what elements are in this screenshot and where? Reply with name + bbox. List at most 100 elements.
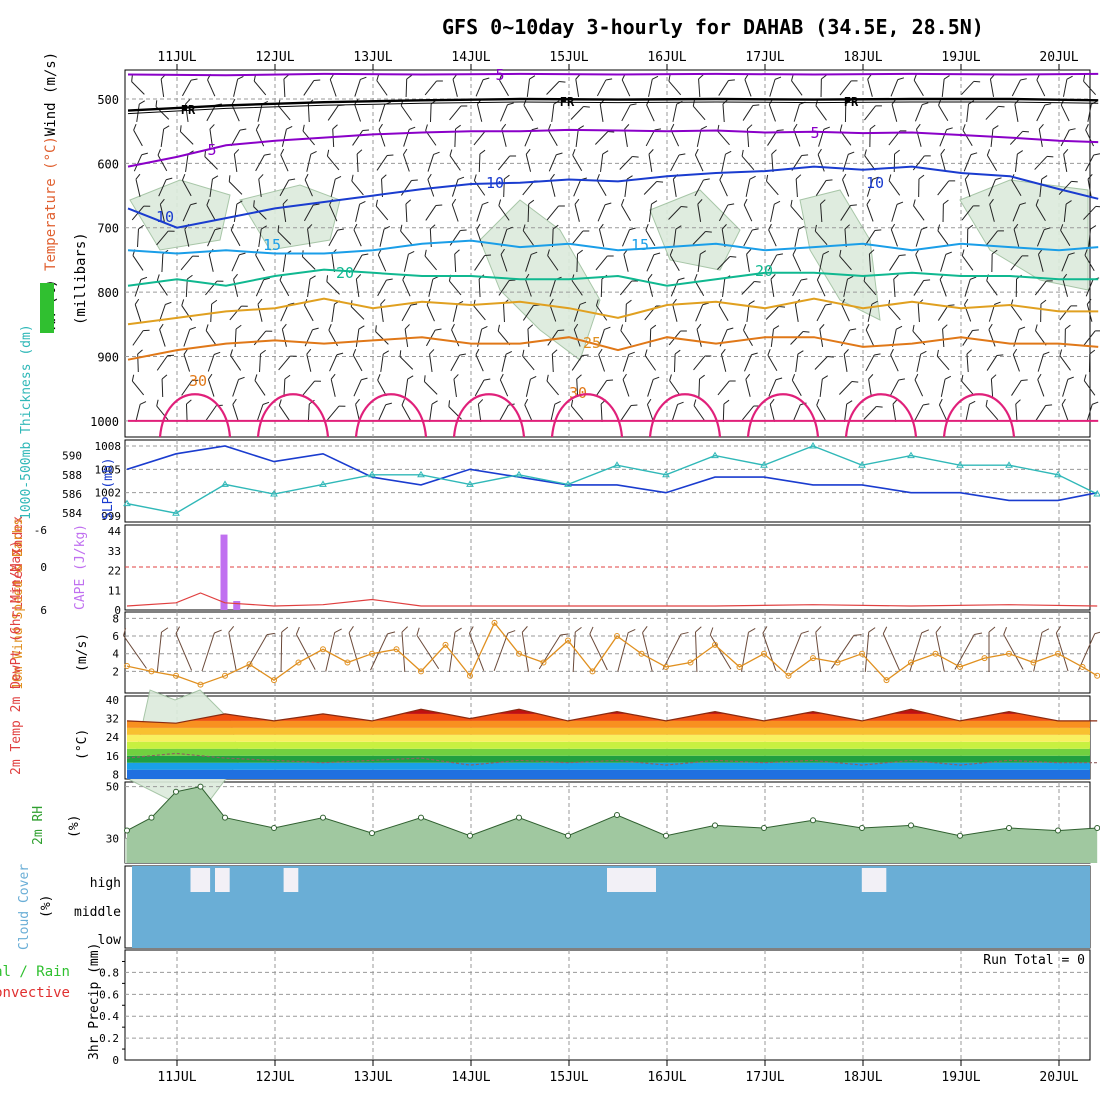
li-ylabel: Lifted Index — [11, 516, 26, 610]
wind-barb — [401, 303, 418, 322]
wind-barb-flag — [1021, 255, 1029, 257]
wind-barb — [259, 349, 266, 373]
wind-barb-flag — [771, 149, 777, 155]
wind-barb-flag — [1086, 298, 1092, 305]
wind-barb-flag — [582, 230, 590, 232]
wind-barb-flag — [893, 274, 899, 280]
wind-barb-flag — [435, 204, 443, 207]
wind-barb-shaft — [868, 379, 872, 397]
wind-barb-flag — [547, 124, 552, 131]
surface-wind-barb-flag — [574, 626, 582, 633]
wind-barb-shaft — [937, 180, 950, 196]
wind-barb — [475, 348, 484, 372]
wind-barb-flag — [475, 348, 480, 356]
wind-barb-shaft — [230, 129, 241, 147]
wind-barb-shaft — [378, 104, 386, 122]
wind-barb — [697, 199, 703, 222]
wind-barb-shaft — [258, 229, 262, 247]
wind-barb — [277, 225, 292, 245]
surface-wind-barb-flag — [695, 626, 702, 633]
temperature-contour-FR — [127, 97, 1099, 112]
rh-marker — [1094, 824, 1100, 831]
temp-tick-label: 40 — [106, 694, 119, 707]
wind-barb-shaft — [378, 129, 386, 147]
wind-barb-flag — [582, 354, 589, 357]
wind-barb-flag — [748, 300, 755, 305]
wind-barb — [253, 200, 267, 220]
wind-speed-marker — [638, 650, 645, 657]
wind-barb-shaft — [990, 378, 994, 398]
wind-barb-flag — [1043, 351, 1050, 355]
wind-barb — [648, 200, 658, 222]
wind-barb-flag — [970, 276, 977, 280]
wind-barb-shaft — [303, 304, 314, 322]
wind-barb-flag — [700, 125, 708, 130]
wind-barb-flag — [961, 249, 965, 256]
wind-barb-shaft — [571, 355, 583, 371]
wind-barb-shaft — [867, 79, 873, 97]
wind-barb-flag — [842, 173, 847, 180]
wind-barb-flag — [681, 206, 688, 208]
wind-barb — [1083, 205, 1100, 220]
wind-barb-shaft — [619, 156, 633, 170]
wind-barb-flag — [1092, 401, 1099, 405]
wind-barb-flag — [799, 101, 806, 105]
wind-barb-shaft — [478, 153, 481, 173]
wind-speed-line — [126, 621, 1098, 686]
wind-barb-shaft — [1062, 279, 1069, 297]
wind-barb — [765, 306, 786, 320]
wind-speed-marker — [589, 668, 596, 675]
wind-barb-flag — [404, 324, 410, 330]
wind-barb-flag — [793, 123, 798, 130]
contour-label: 20 — [336, 264, 354, 282]
wind-barb-shaft — [1011, 380, 1022, 396]
temperature-band — [127, 769, 1090, 779]
hot-contour — [256, 393, 330, 438]
wind-barb-flag — [330, 373, 336, 380]
wind-barb-flag — [669, 374, 672, 381]
bottom-day-label: 19JUL — [941, 1070, 980, 1085]
wind-speed-marker — [491, 619, 498, 626]
top-day-label: 19JUL — [941, 50, 980, 65]
wind-speed-marker — [883, 677, 890, 684]
wind-barb-flag — [558, 205, 565, 207]
wind-barb — [672, 100, 683, 122]
wind-barb-flag — [868, 374, 874, 380]
surface-wind-barb-flag — [589, 626, 594, 635]
wind-barb-flag — [451, 323, 455, 331]
wind-speed-marker — [663, 663, 669, 670]
wind-barb — [254, 374, 266, 396]
upper-unit-label: (millibars) — [73, 232, 89, 325]
surface-wind-barb — [695, 626, 702, 673]
contour-label: 25 — [583, 334, 601, 352]
wind-barb-shaft — [842, 179, 850, 197]
temperature-band — [127, 755, 1090, 763]
wind-barb-flag — [332, 124, 338, 130]
wind-barb — [600, 274, 608, 298]
wind-barb — [815, 179, 833, 196]
wind-barb-flag — [680, 330, 687, 332]
wind-barb-shaft — [497, 155, 511, 171]
temperature-label: Temperature (°C) — [43, 136, 59, 271]
wind-barb-shaft — [1087, 179, 1092, 197]
wind-barb-shaft — [402, 154, 410, 172]
wind-barb — [525, 251, 538, 272]
wind-barb — [454, 249, 460, 273]
wind-barb-flag — [233, 149, 240, 155]
wind-speed-marker — [246, 661, 253, 668]
wind-barb-shaft — [546, 205, 559, 221]
wind-barb-shaft — [476, 204, 483, 222]
wind-barb-flag — [621, 199, 625, 206]
wind-barb-shaft — [646, 104, 655, 122]
wind-barb-shaft — [449, 280, 462, 296]
li-tick-label: 6 — [40, 604, 47, 617]
wind-barb-shaft — [475, 79, 484, 97]
wind-barb — [766, 174, 779, 196]
wind-barb-shaft — [184, 229, 190, 247]
wind-barb-shaft — [1085, 154, 1095, 172]
wind-barb-shaft — [258, 179, 262, 197]
slp-tick-label: 1002 — [95, 487, 122, 500]
wind-barb — [988, 301, 1001, 322]
wind-barb-shaft — [745, 179, 751, 197]
wind-barb-shaft — [233, 204, 238, 222]
